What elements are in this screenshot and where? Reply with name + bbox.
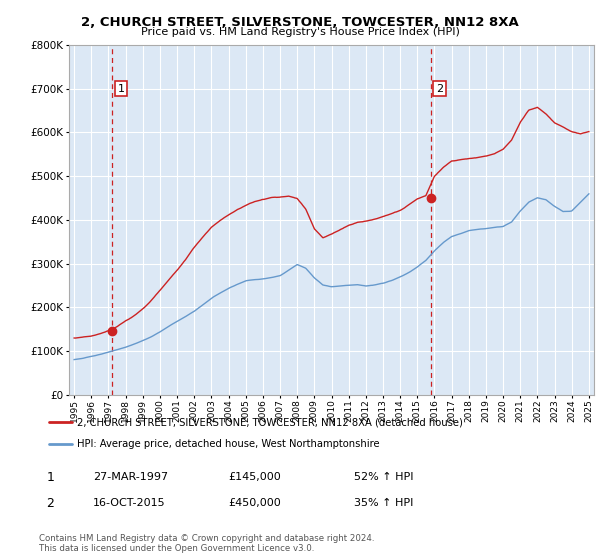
Text: £145,000: £145,000: [228, 472, 281, 482]
Text: 16-OCT-2015: 16-OCT-2015: [93, 498, 166, 508]
Text: 2, CHURCH STREET, SILVERSTONE, TOWCESTER, NN12 8XA (detached house): 2, CHURCH STREET, SILVERSTONE, TOWCESTER…: [77, 417, 463, 427]
Text: Price paid vs. HM Land Registry's House Price Index (HPI): Price paid vs. HM Land Registry's House …: [140, 27, 460, 37]
Text: 2, CHURCH STREET, SILVERSTONE, TOWCESTER, NN12 8XA: 2, CHURCH STREET, SILVERSTONE, TOWCESTER…: [81, 16, 519, 29]
Text: 2: 2: [46, 497, 55, 510]
Text: 1: 1: [46, 471, 55, 484]
Text: HPI: Average price, detached house, West Northamptonshire: HPI: Average price, detached house, West…: [77, 439, 379, 449]
Text: £450,000: £450,000: [228, 498, 281, 508]
Text: 2: 2: [436, 83, 443, 94]
Text: 35% ↑ HPI: 35% ↑ HPI: [354, 498, 413, 508]
Text: Contains HM Land Registry data © Crown copyright and database right 2024.
This d: Contains HM Land Registry data © Crown c…: [39, 534, 374, 553]
Text: 1: 1: [118, 83, 125, 94]
Text: 27-MAR-1997: 27-MAR-1997: [93, 472, 168, 482]
Text: 52% ↑ HPI: 52% ↑ HPI: [354, 472, 413, 482]
